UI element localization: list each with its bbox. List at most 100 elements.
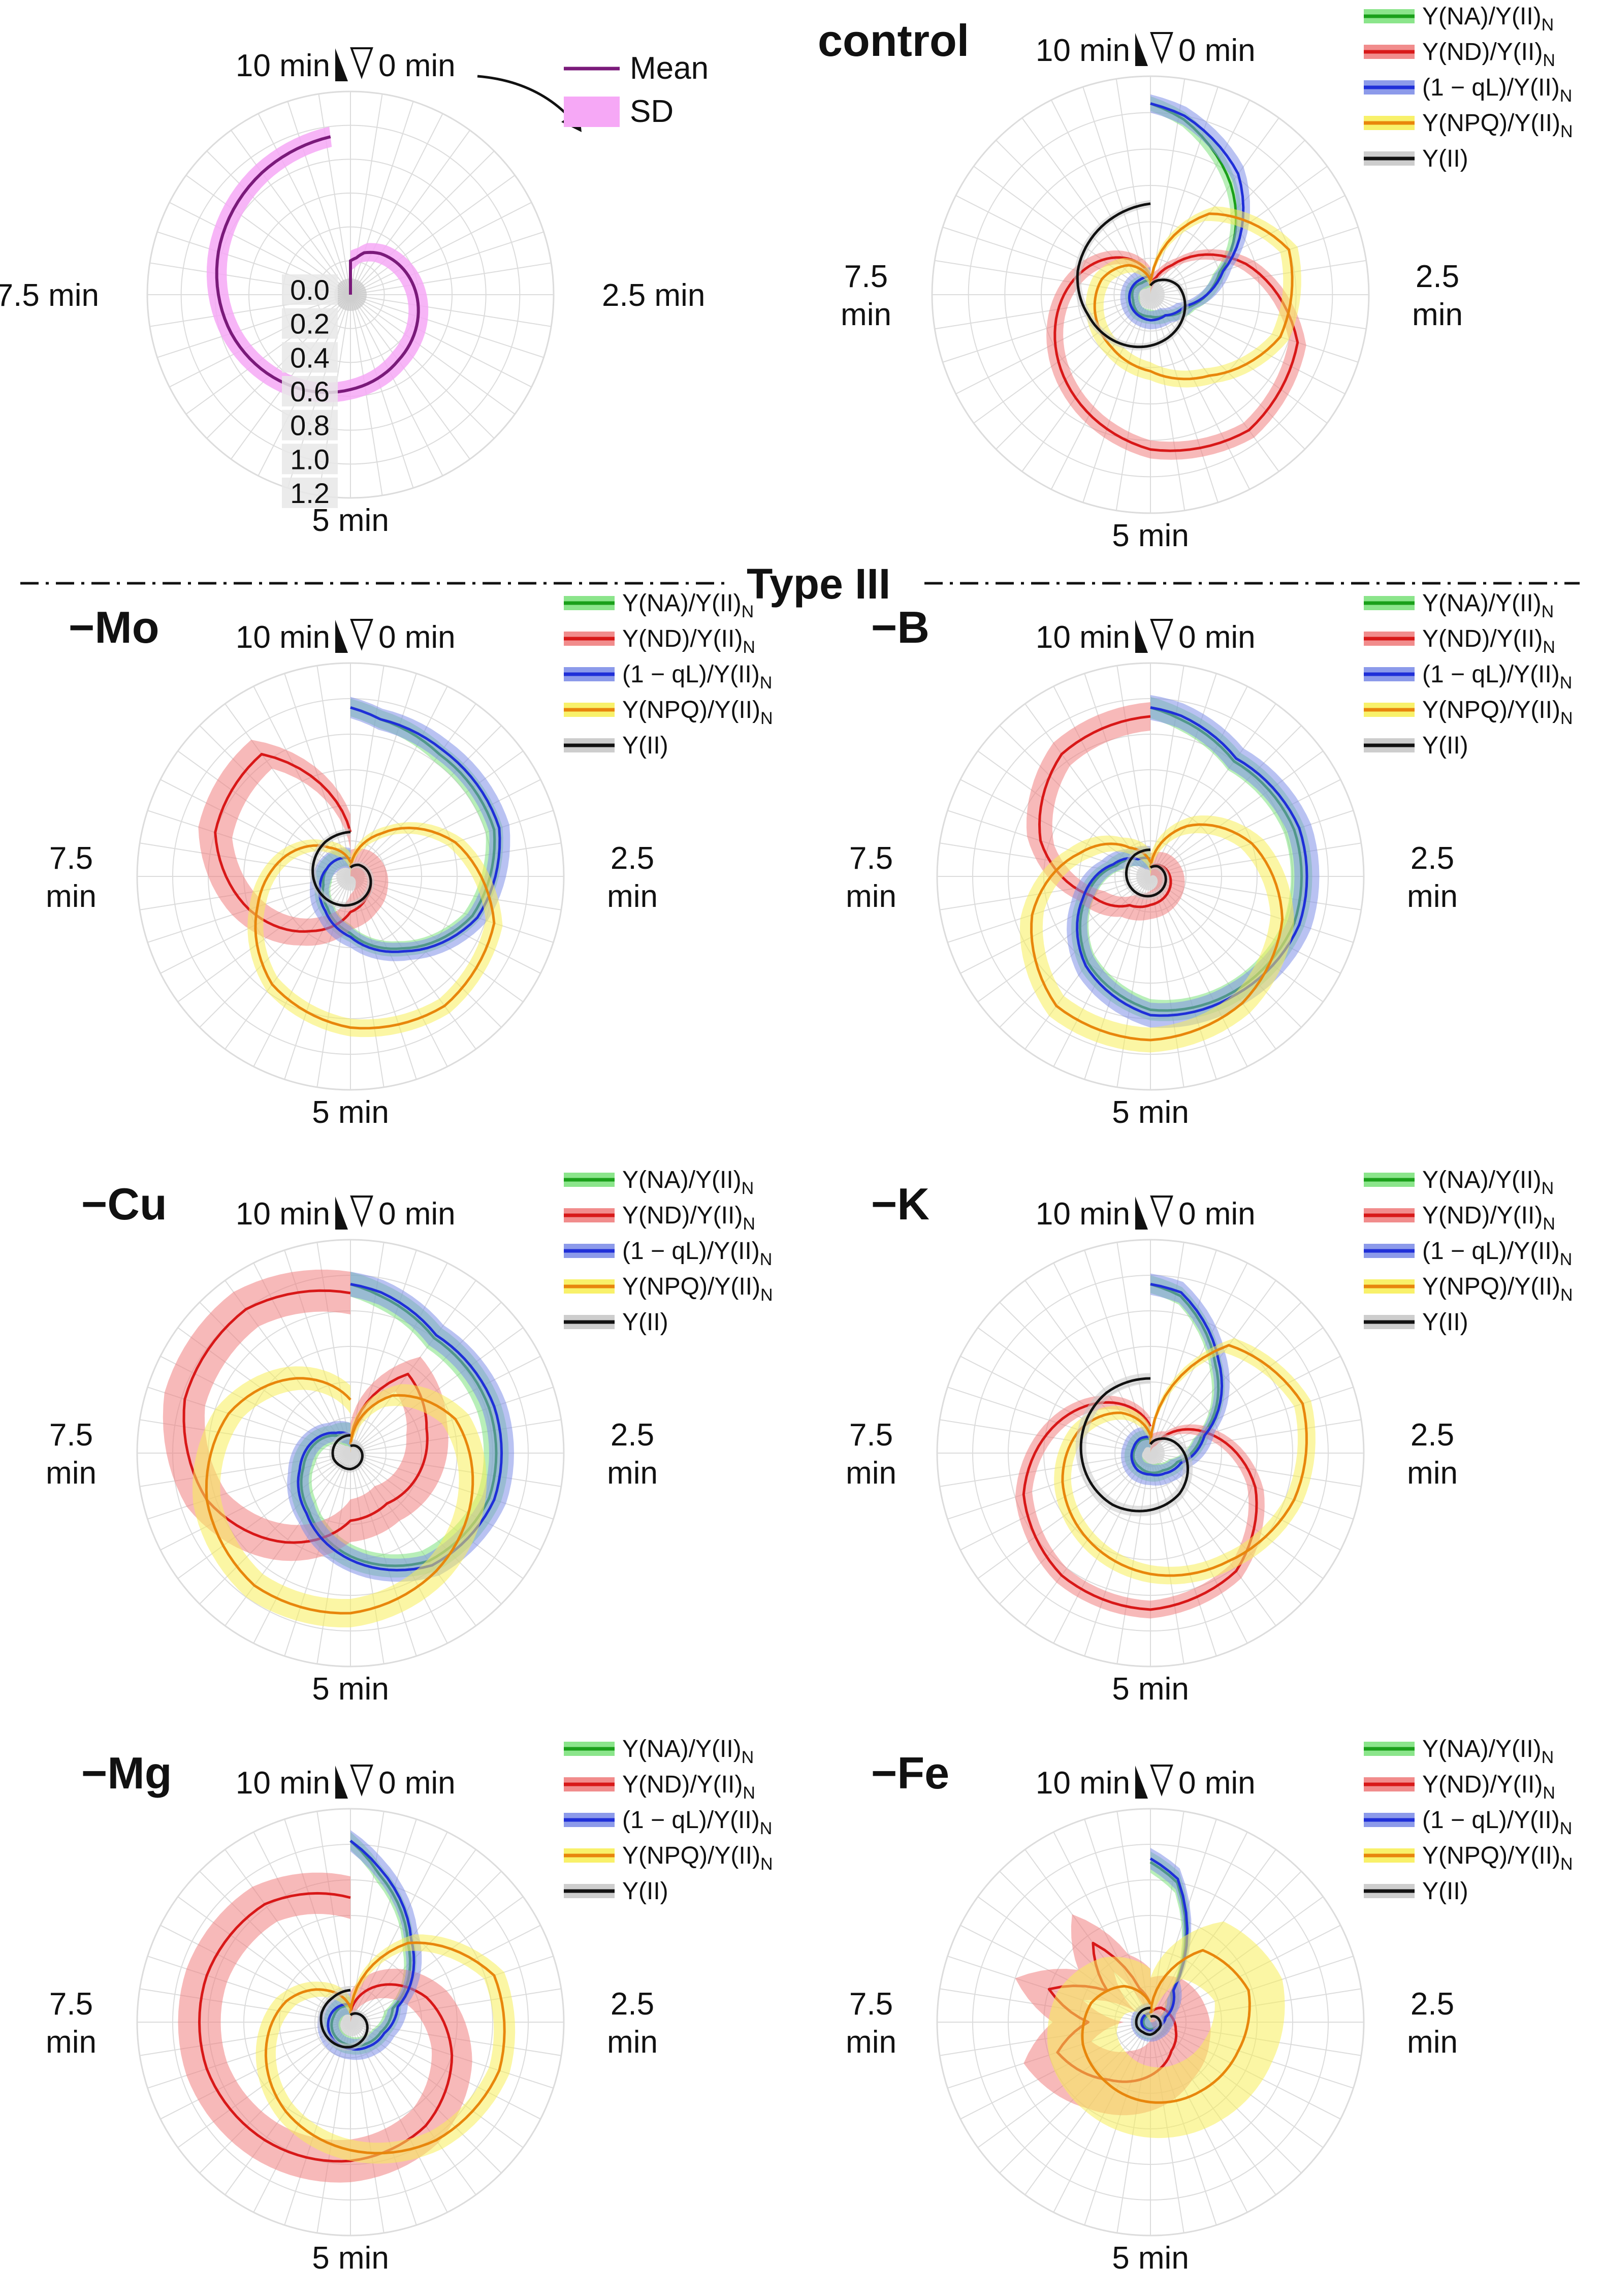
radial-tick-label: 0.4 <box>290 341 330 373</box>
time-label-7p5min-unit: min <box>46 879 97 914</box>
time-label-5min: 5 min <box>312 1095 389 1130</box>
time-label-0min: 0 min <box>1178 33 1256 68</box>
polar-grid-spoke <box>350 150 495 295</box>
polar-grid-spoke <box>350 1453 502 1605</box>
series-line-2 <box>1130 1283 1224 1476</box>
sd-band <box>206 127 429 402</box>
polar-grid-spoke <box>1150 1356 1341 1454</box>
polar-grid-spoke <box>350 750 524 877</box>
radial-tick-label: 0.8 <box>290 410 330 442</box>
legend-label: Y(NPQ)/Y(II)N <box>622 1273 773 1305</box>
time-label-2p5min-unit: min <box>1407 1456 1458 1491</box>
legend-label: Y(NA)/Y(II)N <box>1422 1736 1554 1767</box>
polar-grid-spoke <box>1150 750 1324 877</box>
legend-label: Y(NA)/Y(II)N <box>1422 3 1554 35</box>
polar-grid-spoke <box>206 150 351 295</box>
polar-grid-spoke <box>140 2022 351 2056</box>
time-label-2p5min: 2.5 <box>1411 841 1454 876</box>
time-label-10min: 10 min <box>1036 1766 1130 1801</box>
polar-grid-spoke <box>1150 703 1276 877</box>
polar-grid-spoke <box>1150 876 1361 910</box>
series-line-2 <box>1076 706 1308 1017</box>
polar-grid-spoke <box>1116 1453 1151 1664</box>
legend-label: Y(NA)/Y(II)N <box>622 1736 754 1767</box>
time-label-5min: 5 min <box>1112 2241 1189 2276</box>
radial-tick-label: 0.0 <box>290 274 330 306</box>
polar-grid-spoke <box>350 1453 554 1520</box>
legend-label: Y(ND)/Y(II)N <box>1422 1202 1555 1234</box>
polar-grid-spoke <box>1115 79 1151 295</box>
time-label-7p5min: 7.5 <box>49 1418 93 1453</box>
sd-band-4 <box>1123 846 1170 900</box>
legend-label: Y(NA)/Y(II)N <box>1422 1167 1554 1198</box>
polar-grid-spoke <box>287 101 351 295</box>
polar-grid-spoke <box>1150 294 1279 472</box>
series-line-4 <box>1125 848 1167 898</box>
polar-grid-spoke <box>1150 1387 1354 1454</box>
time-label-2p5min-unit: min <box>607 879 658 914</box>
panel-title: −Mg <box>81 1748 172 1798</box>
polar-grid-spoke <box>955 195 1151 295</box>
series-line-1 <box>1022 1401 1258 1611</box>
time-label-0min: 0 min <box>378 1766 456 1801</box>
start-marker-icon <box>1150 1196 1173 1228</box>
legend-label: Y(II) <box>622 1878 668 1905</box>
polar-grid-spoke <box>350 294 470 460</box>
end-marker-icon <box>1135 33 1148 66</box>
legend-label: Y(ND)/Y(II)N <box>1422 39 1555 70</box>
sd-band-4 <box>329 1432 366 1473</box>
polar-grid-spoke <box>350 294 414 488</box>
legend-mean-label: Mean <box>630 51 709 86</box>
legend-label: (1 − qL)/Y(II)N <box>1422 661 1572 693</box>
polar-grid-spoke <box>350 1956 554 2023</box>
legend-label: (1 − qL)/Y(II)N <box>1422 1238 1572 1269</box>
series-line-3 <box>264 1941 506 2155</box>
time-label-0min: 0 min <box>378 48 456 83</box>
legend-label: Y(NPQ)/Y(II)N <box>622 1842 773 1874</box>
time-label-7p5min: 7.5 <box>849 1987 893 2022</box>
time-label-7p5min-unit: min <box>846 1456 896 1491</box>
polar-grid-spoke <box>935 294 1151 330</box>
radial-tick-bg <box>282 376 338 406</box>
time-label-10min: 10 min <box>236 1197 330 1232</box>
polar-grid-spoke <box>350 1453 561 1487</box>
polar-grid-spoke <box>177 1453 351 1579</box>
sd-band-3 <box>255 1934 516 2164</box>
polar-grid-spoke <box>960 1356 1151 1454</box>
polar-grid-spoke <box>231 130 351 295</box>
polar-grid-spoke <box>947 876 1151 943</box>
polar-grid-spoke <box>1115 294 1151 511</box>
polar-grid-spoke <box>147 2022 351 2089</box>
series-line-4 <box>311 831 372 907</box>
polar-grid-spoke <box>160 2022 351 2120</box>
legend-label: (1 − qL)/Y(II)N <box>1422 74 1572 106</box>
time-label-2p5min-unit: min <box>1412 297 1463 332</box>
time-label-7p5min-unit: min <box>846 879 896 914</box>
time-label-2p5min: 2.5 min <box>602 278 705 313</box>
polar-grid-spoke <box>160 1925 351 2023</box>
panel-title: −Mo <box>69 602 159 652</box>
legend-label: Y(NPQ)/Y(II)N <box>1422 110 1573 141</box>
polar-grid-spoke <box>350 703 476 877</box>
time-label-10min: 10 min <box>236 48 330 83</box>
polar-grid-spoke <box>160 779 351 877</box>
legend-label: Y(NPQ)/Y(II)N <box>1422 697 1573 728</box>
polar-grid-spoke <box>350 1453 448 1644</box>
legend-label: Y(NPQ)/Y(II)N <box>1422 1842 1573 1874</box>
time-label-10min: 10 min <box>1036 620 1130 655</box>
time-label-2p5min: 2.5 <box>1411 1987 1454 2022</box>
panel-title: −K <box>871 1179 930 1229</box>
polar-grid-spoke <box>350 1925 541 2023</box>
polar-grid-spoke <box>1116 666 1151 877</box>
start-marker-icon <box>1150 32 1173 64</box>
time-label-7p5min: 7.5 <box>49 1987 93 2022</box>
polar-grid-spoke <box>1150 1453 1248 1644</box>
legend-label: Y(II) <box>622 1309 668 1336</box>
radial-tick-label: 1.0 <box>290 443 330 475</box>
polar-grid-spoke <box>350 294 383 496</box>
polar-grid-spoke <box>350 294 516 415</box>
end-marker-icon <box>335 1766 348 1799</box>
polar-grid-spoke <box>947 1387 1151 1454</box>
